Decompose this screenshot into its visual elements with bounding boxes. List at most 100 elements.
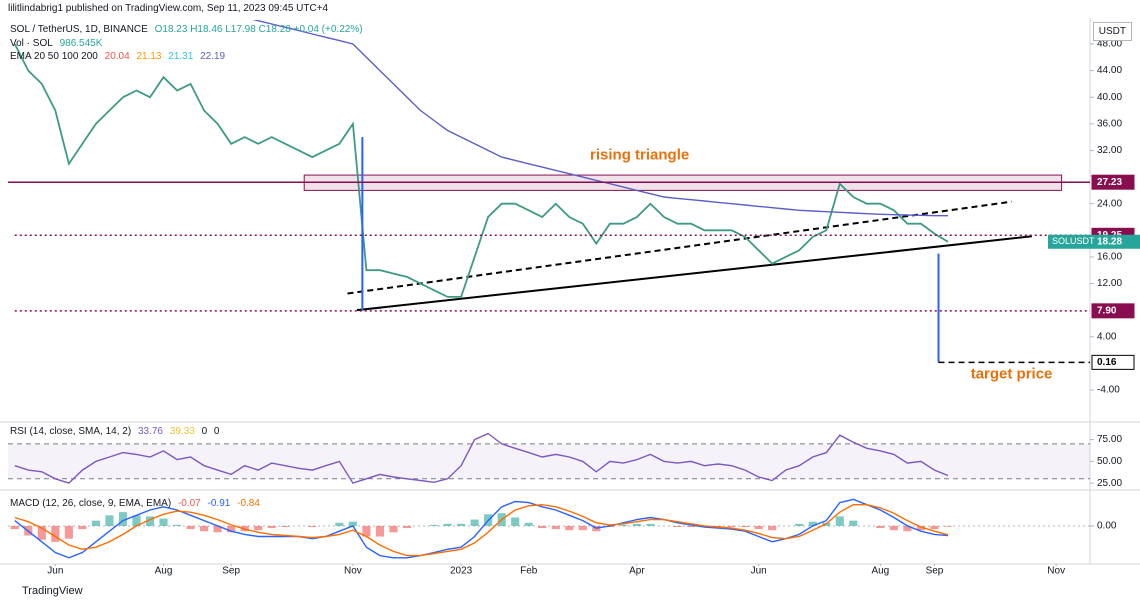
histogram-bar	[281, 525, 290, 527]
histogram-bar	[443, 523, 452, 526]
histogram-bar	[51, 525, 60, 542]
histogram-bar	[173, 524, 182, 526]
histogram-bar	[876, 525, 885, 529]
x-tick-label: Aug	[871, 566, 889, 577]
histogram-bar	[254, 525, 263, 531]
readout: -0.91	[207, 498, 231, 509]
rsi-band	[8, 443, 1090, 479]
histogram-bar	[267, 525, 276, 529]
volume-value: 986.545K	[59, 38, 103, 49]
legend-row: EMA 20 50 100 200 20.04 21.13 21.31 22.1…	[10, 51, 229, 62]
histogram-bar	[132, 515, 141, 526]
y-tick-label: 36.00	[1097, 118, 1122, 129]
series-line	[252, 20, 948, 217]
volume: Vol · SOL	[10, 38, 53, 49]
series-line	[14, 498, 949, 559]
histogram-bar	[619, 524, 628, 526]
histogram-bar	[835, 516, 844, 526]
plot-area	[8, 498, 1090, 559]
readout: -0.84	[237, 498, 260, 509]
histogram-bar	[524, 522, 533, 526]
y-tick-label: 16.00	[1097, 252, 1122, 263]
y-tick-label: 25.00	[1097, 478, 1122, 489]
histogram-bar	[91, 520, 100, 526]
histogram-bar	[930, 525, 939, 530]
legend-row: RSI (14, close, SMA, 14, 2) 33.76 39.33 …	[10, 426, 223, 437]
histogram-bar	[727, 525, 736, 527]
histogram-bar	[646, 523, 655, 526]
histogram-bar	[551, 525, 560, 530]
readout: 0	[213, 426, 220, 437]
legend-row: MACD (12, 26, close, 9, EMA, EMA) -0.07 …	[10, 498, 264, 509]
histogram-bar	[213, 525, 222, 533]
histogram-bar	[673, 525, 682, 527]
y-tick-label: 4.00	[1097, 331, 1117, 342]
readout: 39.33	[169, 426, 195, 437]
y-tick-label: 48.00	[1097, 39, 1122, 50]
x-tick-label: Apr	[629, 566, 645, 577]
histogram-bar	[470, 519, 479, 526]
histogram-bar	[78, 525, 87, 530]
macd-title: MACD (12, 26, close, 9, EMA, EMA)	[10, 498, 172, 509]
histogram-bar	[889, 525, 898, 531]
histogram-bar	[145, 516, 155, 526]
level-label-box	[1091, 174, 1135, 190]
series-line	[13, 43, 949, 298]
histogram-bar	[578, 525, 587, 531]
histogram-bar	[389, 525, 398, 533]
last-price-name: SOLUSDT	[1052, 236, 1095, 246]
histogram-bar	[632, 523, 641, 526]
histogram-bar	[754, 525, 763, 530]
histogram-bar	[916, 525, 925, 531]
histogram-bar	[565, 525, 574, 531]
histogram-bar	[849, 520, 858, 526]
histogram-bar	[200, 525, 209, 532]
ohlc: O18.23 H18.46 L17.98 C18.28 +0.04 (+0.22…	[154, 24, 363, 35]
histogram-bar	[375, 525, 384, 537]
histogram-bar	[538, 525, 547, 529]
histogram-bar	[227, 525, 236, 533]
x-tick-label: Feb	[520, 566, 538, 577]
x-tick-label: Nov	[344, 566, 362, 577]
y-tick-label: 44.00	[1097, 65, 1122, 76]
histogram-bar	[362, 525, 371, 537]
trendline	[356, 235, 1032, 312]
rsi-title: RSI (14, close, SMA, 14, 2)	[10, 426, 132, 437]
plot-area	[8, 432, 1090, 484]
series-line	[14, 503, 949, 557]
symbol: SOL / TetherUS, 1D, BINANCE	[10, 24, 148, 35]
histogram-bar	[64, 525, 73, 539]
x-tick-label: Sep	[926, 566, 944, 577]
y-tick-label: 40.00	[1097, 92, 1122, 103]
y-tick-label: -4.00	[1097, 385, 1120, 396]
currency: USDT	[1092, 22, 1132, 41]
last-price-box	[1048, 234, 1140, 249]
ema-value: 21.31	[168, 51, 194, 62]
readout: 33.76	[137, 426, 163, 437]
histogram-bar	[511, 517, 520, 526]
histogram-bar	[795, 523, 804, 526]
level-label: 0.16	[1097, 357, 1117, 368]
y-tick-label: 12.00	[1097, 278, 1122, 289]
level-label-box	[1091, 303, 1135, 319]
y-tick-label: 75.00	[1097, 434, 1122, 445]
x-tick-label: Jun	[47, 566, 63, 577]
trendline	[347, 200, 1012, 295]
y-tick-label: 50.00	[1097, 456, 1122, 467]
level-label-box	[1091, 354, 1135, 370]
x-tick-label: Aug	[155, 566, 173, 577]
readout: -0.07	[177, 498, 201, 509]
level-label: 27.23	[1097, 177, 1122, 188]
legend-row: SOL / TetherUS, 1D, BINANCE O18.23 H18.4…	[10, 24, 367, 35]
level-label: 7.90	[1097, 305, 1117, 316]
histogram-bar	[10, 525, 19, 530]
ema-value: 21.13	[136, 51, 162, 62]
x-tick-label: Jun	[751, 566, 767, 577]
histogram-bar	[335, 522, 344, 526]
ema-value: 22.19	[200, 51, 226, 62]
histogram-bar	[741, 525, 750, 527]
histogram-bar	[159, 518, 168, 526]
ema: EMA 20 50 100 200	[10, 51, 98, 62]
